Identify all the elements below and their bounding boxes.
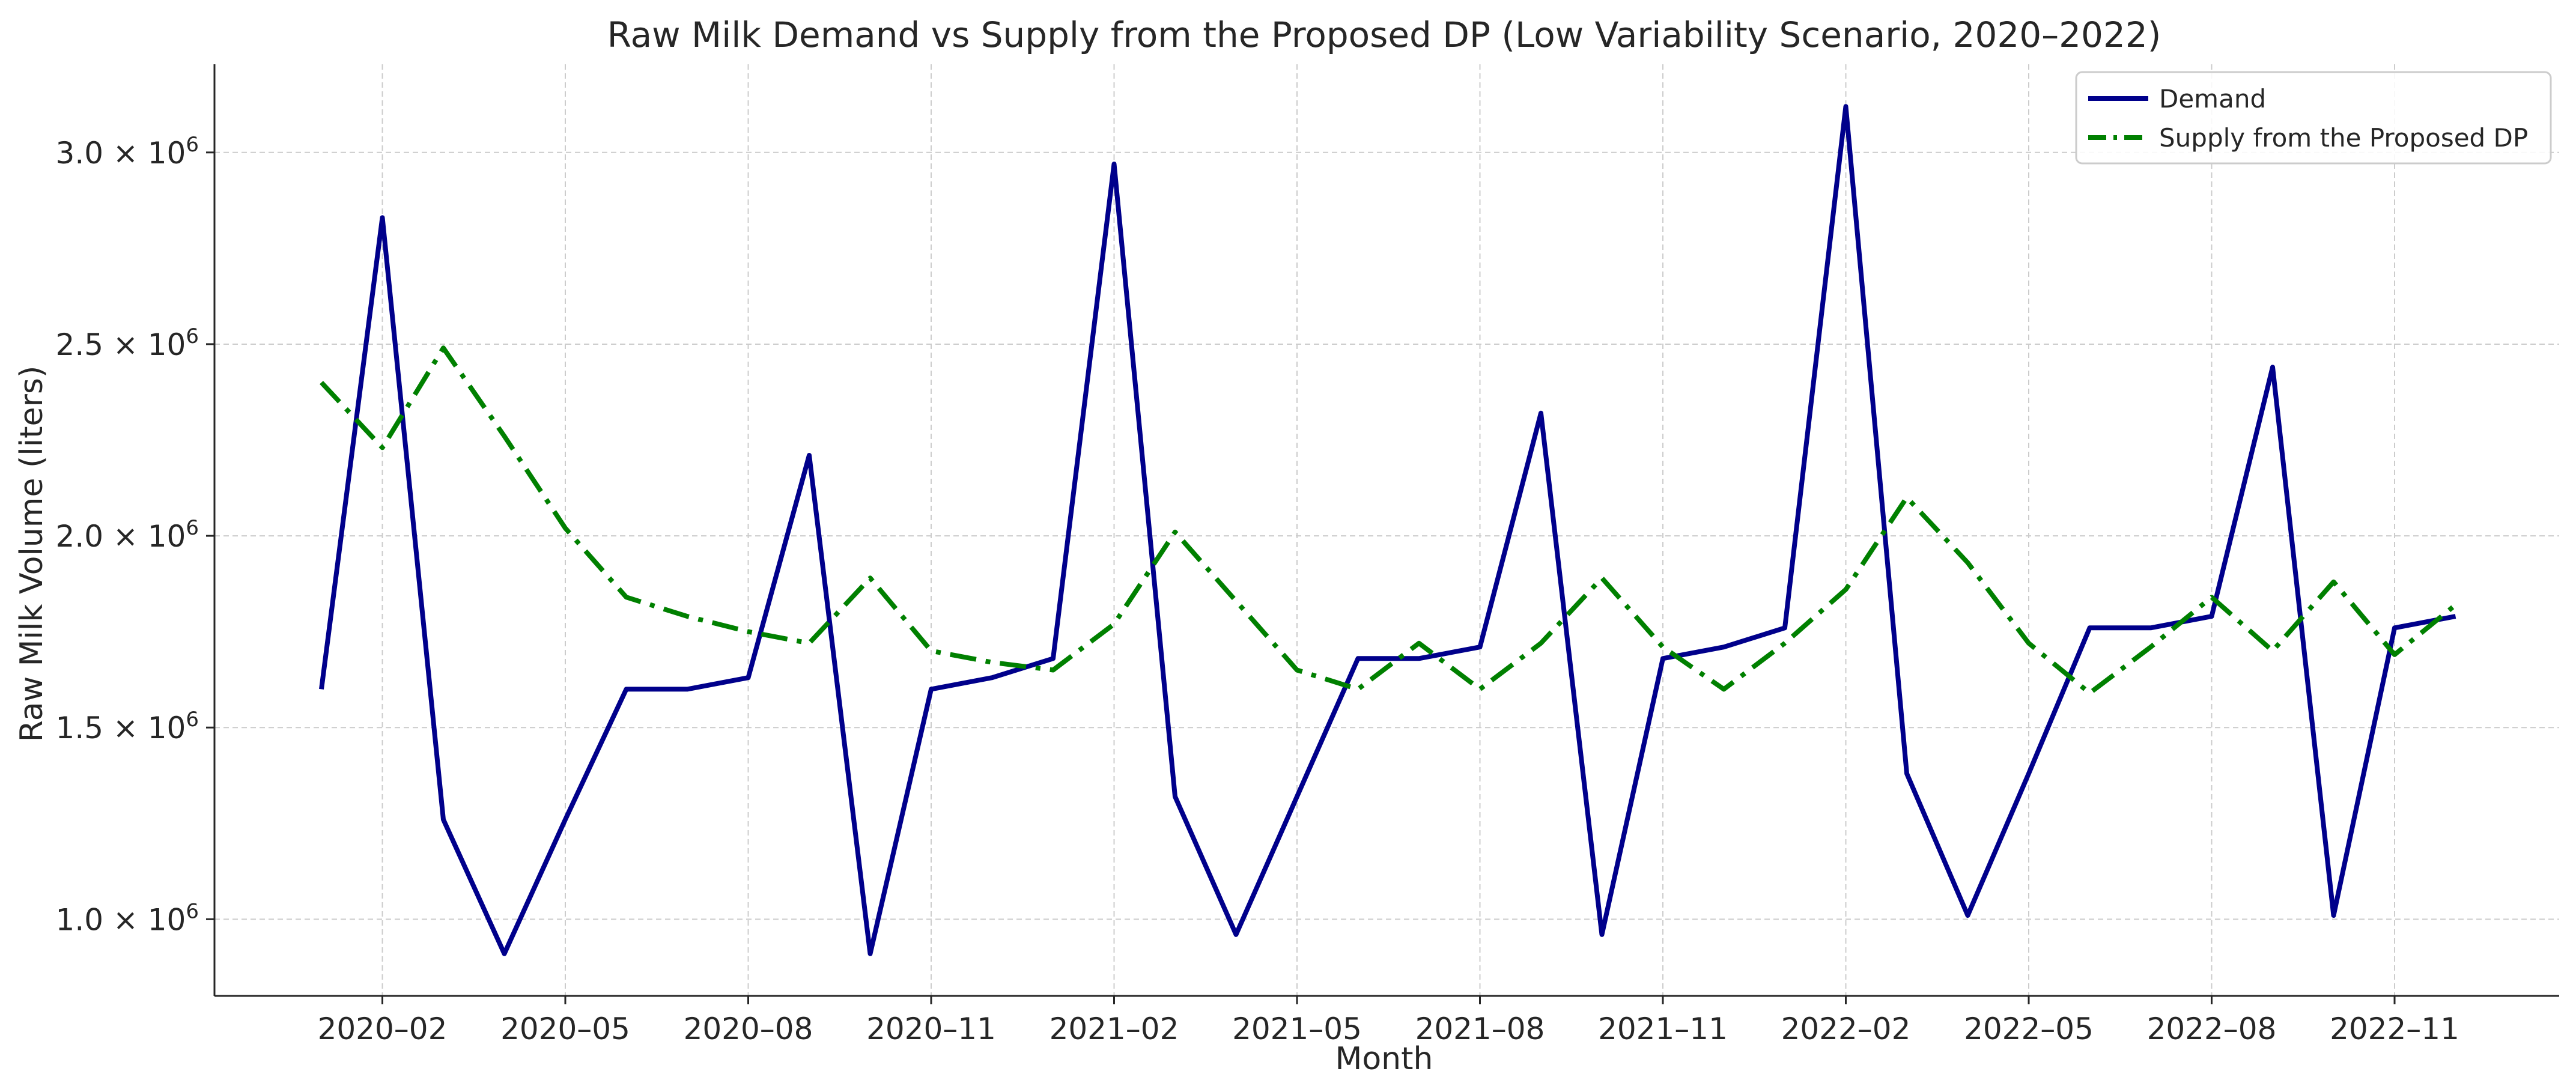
x-tick-label: 2021–05 bbox=[1232, 1012, 1362, 1046]
x-tick-label: 2020–02 bbox=[318, 1012, 448, 1046]
x-tick-label: 2022–02 bbox=[1781, 1012, 1911, 1046]
x-tick-label: 2020–11 bbox=[866, 1012, 996, 1046]
series-line-demand bbox=[319, 104, 2456, 956]
x-tick-label: 2021–11 bbox=[1598, 1012, 1728, 1046]
y-tick-label: 3.0 × 106 bbox=[56, 133, 199, 171]
y-tick-label: 2.0 × 106 bbox=[56, 516, 199, 554]
y-axis-label: Raw Milk Volume (liters) bbox=[14, 366, 50, 742]
x-tick-label: 2021–08 bbox=[1415, 1012, 1545, 1046]
x-tick-label: 2022–05 bbox=[1964, 1012, 2094, 1046]
x-tick-label: 2022–11 bbox=[2330, 1012, 2459, 1046]
y-axis-ticks: 1.0 × 106 1.5 × 106 2.0 × 106 2.5 × 106 3.0 … bbox=[56, 133, 214, 937]
axes bbox=[213, 64, 2559, 997]
series-group bbox=[319, 104, 2458, 956]
y-tick-label: 1.0 × 106 bbox=[56, 899, 199, 937]
x-tick-label: 2021–02 bbox=[1050, 1012, 1179, 1046]
grid bbox=[214, 64, 2559, 996]
legend-frame bbox=[2075, 71, 2552, 165]
x-tick-label: 2020–05 bbox=[500, 1012, 630, 1046]
y-tick-label: 1.5 × 106 bbox=[56, 708, 199, 745]
x-tick-label: 2022–08 bbox=[2147, 1012, 2277, 1046]
x-axis-ticks: 2020–02 2020–05 2020–08 2020–11 2021–02 2021–… bbox=[318, 996, 2459, 1046]
legend-label-demand: Demand bbox=[2159, 84, 2266, 114]
legend: Demand Supply from the Proposed DP bbox=[2075, 71, 2552, 165]
x-tick-label: 2020–08 bbox=[684, 1012, 813, 1046]
y-tick-label: 2.5 × 106 bbox=[56, 324, 199, 362]
x-axis-label: Month bbox=[1335, 1041, 1433, 1077]
legend-label-supply: Supply from the Proposed DP bbox=[2159, 123, 2528, 153]
series-line-supply bbox=[320, 345, 2458, 696]
chart-title: Raw Milk Demand vs Supply from the Propo… bbox=[607, 14, 2161, 55]
